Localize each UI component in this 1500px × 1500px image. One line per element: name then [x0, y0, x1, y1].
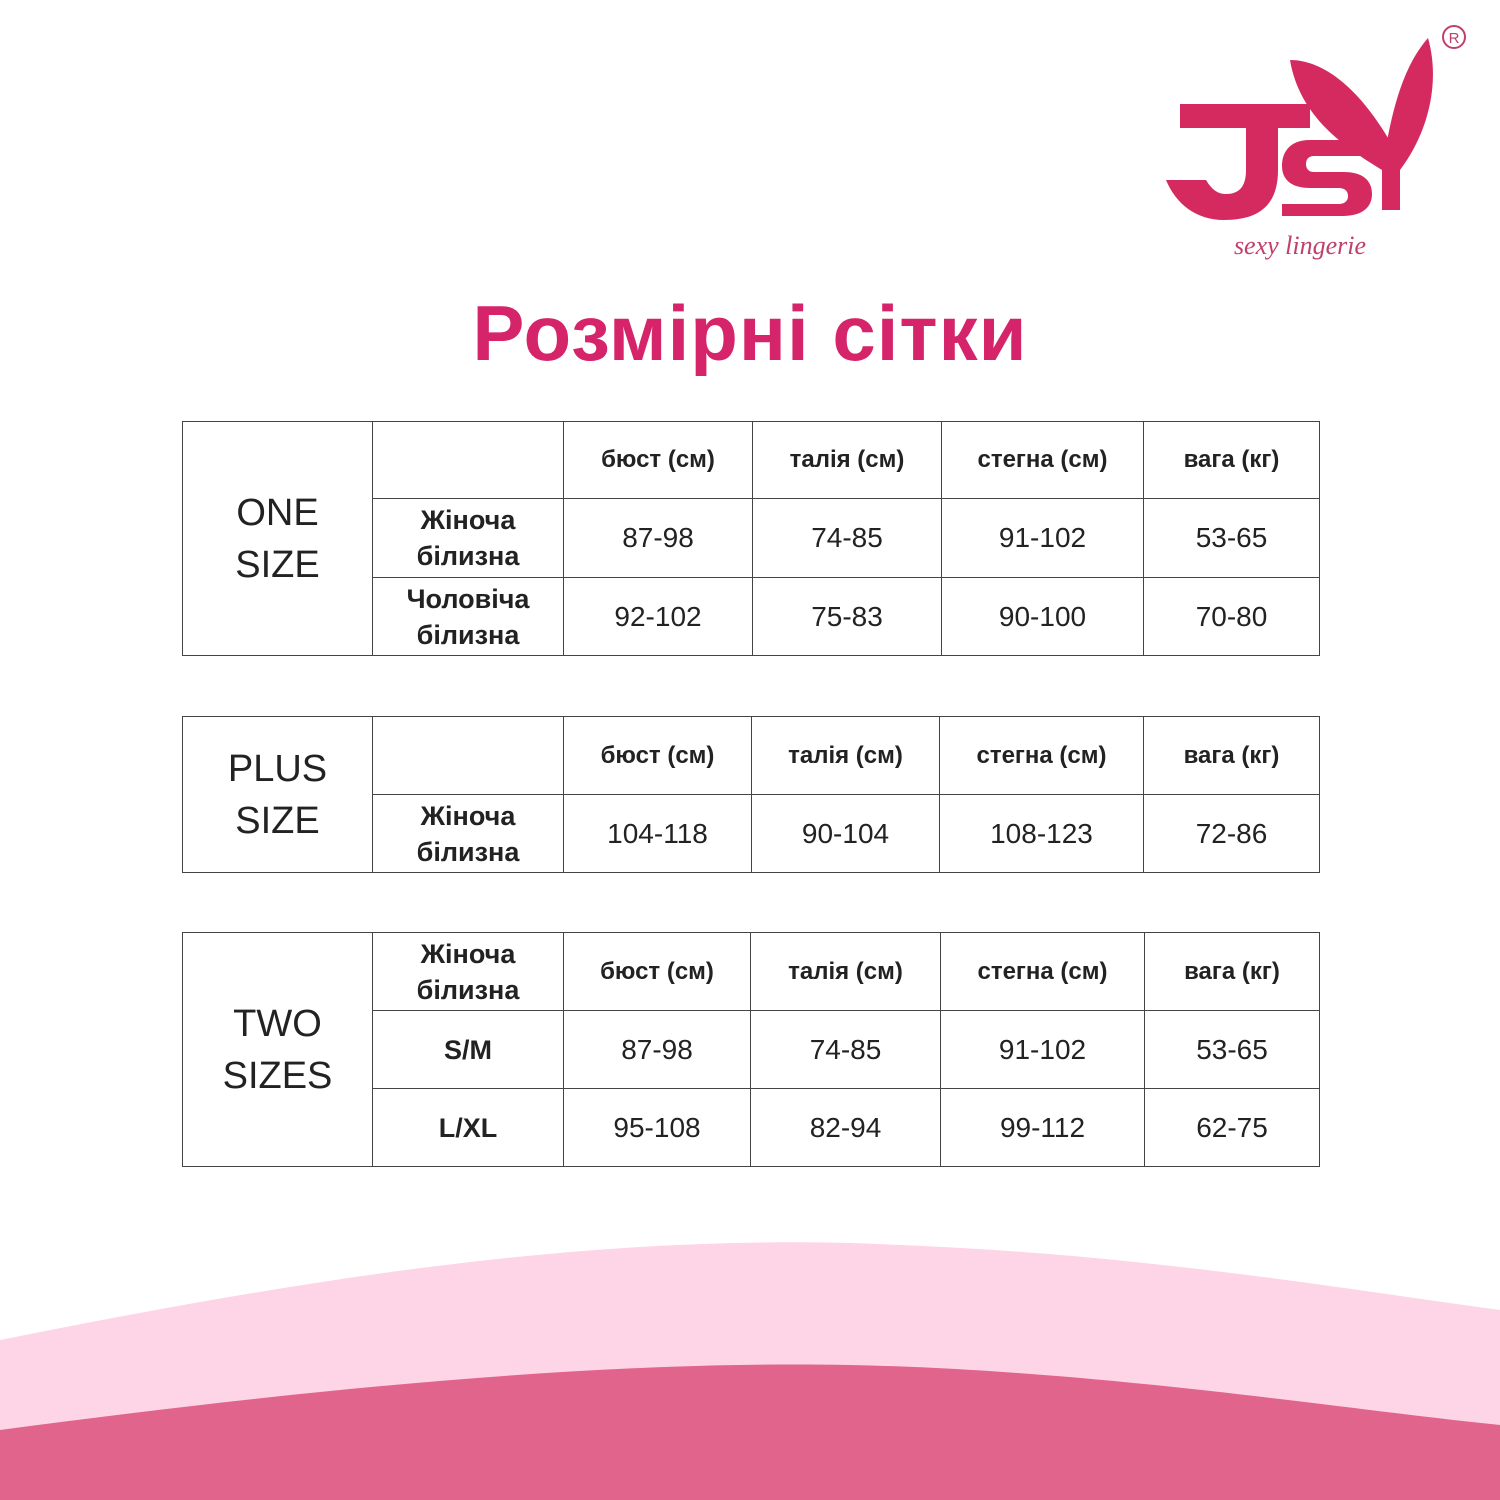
cell: 95-108 — [563, 1088, 751, 1167]
plus-size-label: PLUS SIZE — [182, 716, 373, 873]
table-row: Жіноча білизна 104-118 90-104 108-123 72-… — [183, 794, 1320, 873]
row-header: Жіноча білизна — [372, 932, 564, 1011]
row-name: S/M — [372, 1010, 564, 1089]
cell: 74-85 — [752, 498, 942, 578]
one-size-label: ONE SIZE — [182, 421, 373, 656]
cell: 70-80 — [1143, 577, 1320, 656]
column-header: стегна (см) — [940, 932, 1145, 1011]
cell: 91-102 — [940, 1010, 1145, 1089]
cell: 82-94 — [750, 1088, 941, 1167]
table-row: Чоловіча білизна 92-102 75-83 90-100 70-8… — [183, 577, 1320, 656]
row-name: Жіноча білизна — [372, 498, 564, 578]
cell: 108-123 — [939, 794, 1144, 873]
column-header: стегна (см) — [941, 421, 1144, 499]
column-header: талія (см) — [752, 421, 942, 499]
cell: 74-85 — [750, 1010, 941, 1089]
cell: 87-98 — [563, 498, 753, 578]
cell: 72-86 — [1143, 794, 1320, 873]
cell: 99-112 — [940, 1088, 1145, 1167]
row-name: L/XL — [372, 1088, 564, 1167]
cell: 75-83 — [752, 577, 942, 656]
column-header: талія (см) — [750, 932, 941, 1011]
cell: 53-65 — [1144, 1010, 1320, 1089]
cell: 92-102 — [563, 577, 753, 656]
page-title: Розмірні сітки — [472, 289, 1028, 377]
cell: 62-75 — [1144, 1088, 1320, 1167]
one-size-table: ONE SIZE бюст (см) талія (см) стегна (см)… — [182, 421, 1320, 656]
column-header: вага (кг) — [1143, 716, 1320, 795]
column-header: вага (кг) — [1143, 421, 1320, 499]
cell: 90-104 — [751, 794, 940, 873]
cell: 90-100 — [941, 577, 1144, 656]
decorative-wave — [0, 1242, 1500, 1500]
two-sizes-table: TWO SIZES Жіноча білизна бюст (см) талія (… — [182, 932, 1320, 1167]
table-row: S/M 87-98 74-85 91-102 53-65 — [183, 1010, 1320, 1089]
brand-logo: sexy lingerie R — [1160, 20, 1480, 275]
brand-tagline: sexy lingerie — [1234, 231, 1366, 260]
two-sizes-label: TWO SIZES — [182, 932, 373, 1167]
cell: 91-102 — [941, 498, 1144, 578]
svg-text:R: R — [1449, 30, 1460, 47]
column-header: стегна (см) — [939, 716, 1144, 795]
table-row: L/XL 95-108 82-94 99-112 62-75 — [183, 1088, 1320, 1167]
column-header: вага (кг) — [1144, 932, 1320, 1011]
cell: 87-98 — [563, 1010, 751, 1089]
cell: 53-65 — [1143, 498, 1320, 578]
row-name: Чоловіча білизна — [372, 577, 564, 656]
column-header: бюст (см) — [563, 932, 751, 1011]
column-header: бюст (см) — [563, 716, 752, 795]
row-name: Жіноча білизна — [372, 794, 564, 873]
column-header: бюст (см) — [563, 421, 753, 499]
cell: 104-118 — [563, 794, 752, 873]
plus-size-table: PLUS SIZE бюст (см) талія (см) стегна (см… — [182, 716, 1320, 873]
column-header: талія (см) — [751, 716, 940, 795]
